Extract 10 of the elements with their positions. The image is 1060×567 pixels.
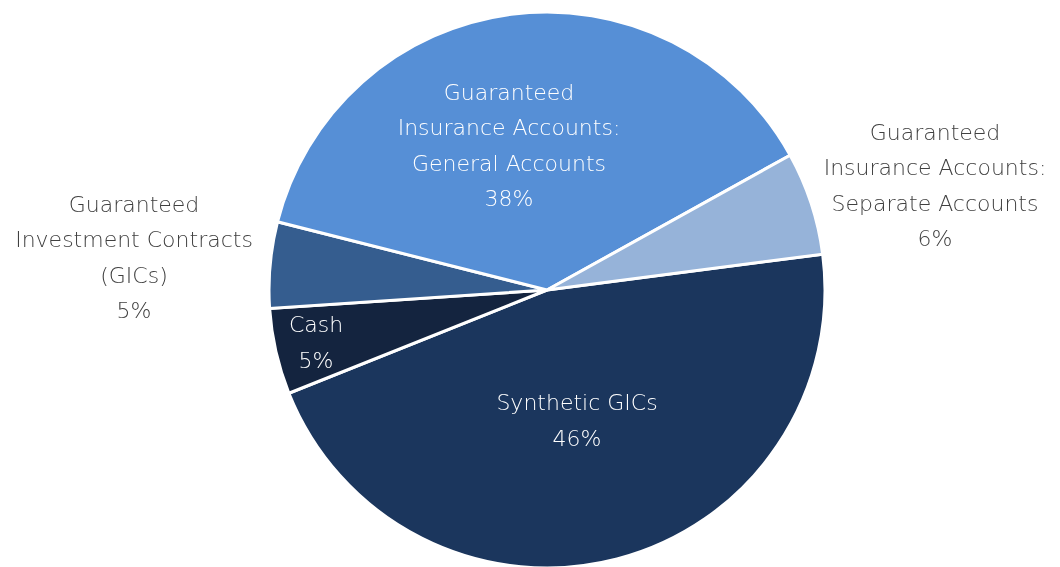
data-label: 5% [298, 347, 334, 373]
slice-label: Synthetic GICs [496, 390, 658, 416]
slice-label: Guaranteed Investment Contracts (GICs) [15, 191, 253, 288]
data-label: 38% [484, 186, 534, 212]
slice-label: Guaranteed Insurance Accounts: Separate Accounts [823, 119, 1047, 216]
slice-label: Guaranteed Insurance Accounts: General Accounts [397, 79, 621, 176]
data-label: 6% [917, 226, 953, 252]
data-label: 46% [552, 425, 602, 451]
slice-label: Cash [288, 312, 344, 338]
data-label: 5% [116, 298, 152, 324]
